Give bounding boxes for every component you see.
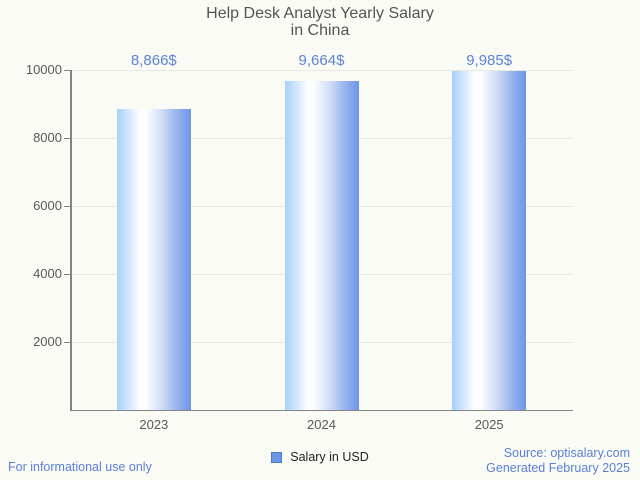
bar-2025[interactable] [452,70,527,410]
bar-2024[interactable] [284,81,359,410]
y-tick-label-6000: 6000 [33,198,62,213]
y-tick-10000 [64,70,70,71]
value-label-2025: 9,985$ [466,52,513,69]
y-tick-label-8000: 8000 [33,130,62,145]
x-tick-label-2023: 2023 [139,417,169,432]
y-axis-line [70,70,72,410]
y-tick-2000 [64,342,70,343]
y-tick-label-10000: 10000 [25,62,62,77]
y-tick-8000 [64,138,70,139]
gridline-10000 [70,70,573,71]
source-text: Source: optisalary.com [503,446,630,460]
chart-title: Help Desk Analyst Yearly Salary in China [206,5,434,39]
x-tick-label-2024: 2024 [307,417,336,432]
value-label-2023: 8,866$ [130,52,177,69]
bar-2023[interactable] [116,108,191,410]
value-label-2024: 9,664$ [298,52,345,69]
x-tick-label-2025: 2025 [474,417,504,432]
y-tick-6000 [64,206,70,207]
y-tick-label-2000: 2000 [33,334,62,349]
legend-marker-icon[interactable] [271,451,283,463]
generated-text: Generated February 2025 [486,461,630,475]
x-axis-line [70,409,573,411]
y-tick-4000 [64,274,70,275]
y-tick-label-4000: 4000 [33,266,62,281]
source-attribution: Source: optisalary.com Generated Februar… [486,446,630,476]
disclaimer-text: For informational use only [8,460,152,474]
legend[interactable]: Salary in USD [0,450,640,464]
legend-label: Salary in USD [290,450,369,464]
